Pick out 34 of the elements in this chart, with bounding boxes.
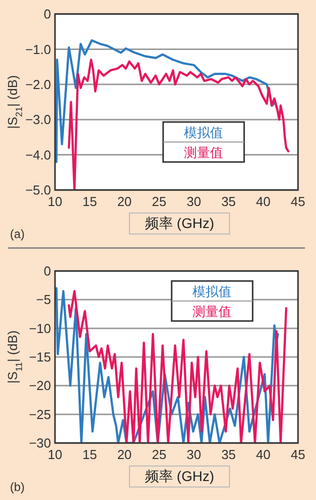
- y-tick-label: −15: [28, 350, 51, 365]
- series-label: 测量值: [192, 304, 232, 319]
- y-tick-label: −20: [28, 378, 51, 394]
- y-tick-label: −10: [28, 320, 51, 336]
- x-axis-title: 频率 (GHz): [144, 468, 214, 484]
- x-tick-label: 40: [256, 194, 271, 209]
- x-tick-label: 20: [117, 194, 132, 209]
- x-tick-label: 20: [117, 447, 132, 462]
- x-tick-label: 25: [152, 447, 166, 462]
- line-series: [68, 58, 290, 190]
- y-tick-label: −1.0: [25, 42, 51, 57]
- x-tick-label: 45: [290, 194, 306, 209]
- x-tick-label: 45: [290, 447, 306, 462]
- x-tick-label: 30: [186, 447, 202, 462]
- y-tick-label: 0: [44, 264, 51, 279]
- legend-box: 模拟值 测量值: [162, 121, 245, 163]
- x-axis-title: 频率 (GHz): [144, 215, 214, 231]
- y-tick-label: 0: [44, 6, 51, 22]
- x-tick-label: 25: [152, 194, 166, 209]
- y-tick-label: −4.0: [25, 147, 51, 162]
- y-tick-label: −25: [28, 406, 51, 422]
- text: (a): [10, 227, 25, 241]
- x-tick-label: 40: [256, 447, 271, 462]
- x-tick-label: 30: [186, 194, 202, 209]
- y-tick-label: −2.0: [25, 76, 51, 92]
- y-tick-label: −5: [36, 292, 51, 308]
- x-tick-label: 15: [82, 194, 97, 209]
- text: (b): [10, 480, 25, 494]
- x-tick-label: 35: [221, 194, 236, 209]
- legend-box: 模拟值 测量值: [170, 280, 254, 322]
- x-tick-label: 35: [221, 447, 236, 462]
- line-series: [55, 39, 278, 163]
- y-tick-label: −3.0: [25, 112, 51, 128]
- x-tick-label: 15: [82, 447, 97, 462]
